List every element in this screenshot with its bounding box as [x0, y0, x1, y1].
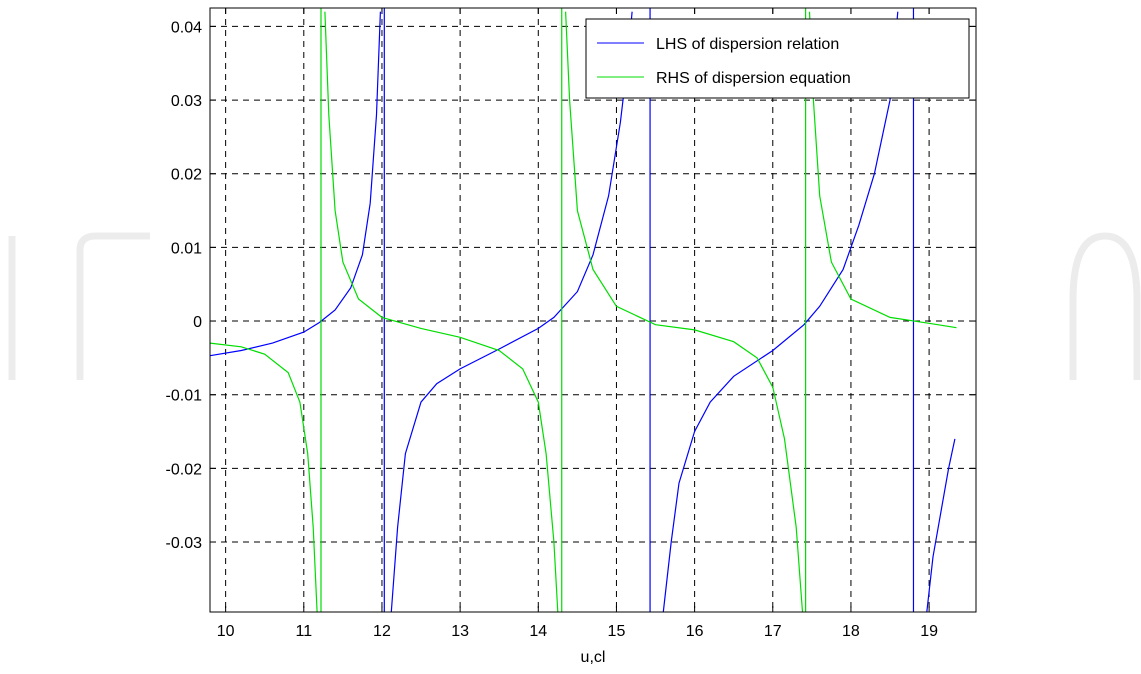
plot-area: 10 11 12 13 14 15 16 17 18 19 -0.03 -0.02 -0.01 0 0.01… — [166, 7, 977, 640]
x-tick-label: 15 — [608, 623, 626, 640]
x-tick-label: 12 — [373, 623, 391, 640]
legend-box — [585, 18, 970, 99]
grid — [210, 8, 976, 612]
axes-frame — [209, 7, 977, 613]
y-tick-label: 0.01 — [171, 240, 202, 257]
series-curve-segment — [324, 11, 559, 613]
series-curve-segment — [808, 11, 957, 329]
legend-label-rhs: RHS of dispersion equation — [656, 70, 851, 87]
y-tick-label: 0.03 — [171, 93, 202, 110]
x-tick-label: 13 — [451, 623, 469, 640]
watermark-logo — [8, 232, 1141, 380]
series-curve-segment — [209, 342, 318, 613]
series-rhs — [209, 8, 957, 613]
ticks: 10 11 12 13 14 15 16 17 18 19 -0.03 -0.02 -0.01 0 0.01… — [166, 8, 976, 640]
y-tick-label: -0.01 — [166, 388, 203, 405]
x-axis-label: u,cl — [581, 649, 606, 666]
series-lhs — [209, 8, 956, 613]
series-layer — [209, 8, 957, 613]
x-tick-label: 11 — [295, 623, 312, 640]
x-tick-label: 14 — [529, 623, 547, 640]
axes-box — [210, 8, 976, 612]
x-tick-label: 18 — [842, 623, 860, 640]
y-tick-label: 0 — [193, 314, 202, 331]
y-tick-label: 0.02 — [171, 167, 202, 184]
x-tick-label: 17 — [764, 623, 782, 640]
series-curve-segment — [390, 11, 633, 613]
y-tick-label: -0.02 — [166, 461, 203, 478]
series-curve-segment — [926, 438, 956, 613]
legend: LHS of dispersion relation RHS of disper… — [585, 18, 970, 99]
series-curve-segment — [209, 11, 381, 357]
series-curve-segment — [662, 11, 899, 613]
x-tick-label: 19 — [920, 623, 938, 640]
y-tick-label: 0.04 — [171, 19, 202, 36]
series-curve-segment — [565, 11, 804, 613]
x-tick-label: 16 — [686, 623, 704, 640]
legend-label-lhs: LHS of dispersion relation — [656, 36, 839, 53]
y-tick-label: -0.03 — [166, 535, 203, 552]
x-tick-label: 10 — [217, 623, 235, 640]
